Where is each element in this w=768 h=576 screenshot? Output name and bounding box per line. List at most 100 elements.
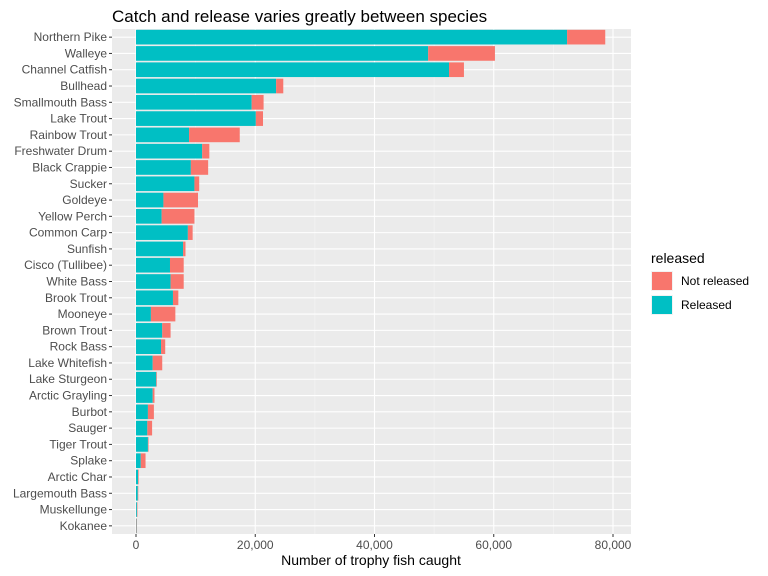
bar-released <box>136 469 139 485</box>
bar-released <box>136 143 203 159</box>
y-tick-label: Arctic Grayling <box>29 389 107 403</box>
y-tick-label: Yellow Perch <box>38 209 107 223</box>
bar-not-released <box>147 437 149 452</box>
y-tick-label: Splake <box>70 454 107 468</box>
bar-not-released <box>150 306 176 322</box>
chart-title: Catch and release varies greatly between… <box>112 7 487 26</box>
bar-released <box>136 241 184 257</box>
bar-released <box>136 29 568 45</box>
x-tick-label: 40,000 <box>356 538 393 552</box>
y-tick-label: Cisco (Tullibee) <box>24 258 107 272</box>
bar-not-released <box>255 111 264 126</box>
bar-released <box>136 160 191 175</box>
bar-released <box>136 306 151 322</box>
bar-not-released <box>276 78 284 94</box>
bar-released <box>136 257 170 273</box>
y-tick-label: White Bass <box>46 275 107 289</box>
bar-released <box>136 388 153 403</box>
bar-released <box>136 453 141 469</box>
bar-not-released <box>251 94 264 110</box>
bar-released <box>136 502 137 517</box>
bar-released <box>136 355 153 371</box>
bar-released <box>136 94 252 110</box>
y-tick-label: Sunfish <box>67 242 107 256</box>
bar-not-released <box>136 502 138 517</box>
bar-released <box>136 404 148 420</box>
legend-label: Not released <box>681 274 749 288</box>
bar-released <box>136 192 164 208</box>
y-tick-label: Brown Trout <box>42 323 107 337</box>
y-tick-label: Muskellunge <box>40 503 108 517</box>
y-tick-label: Walleye <box>65 46 108 60</box>
bar-released <box>136 176 195 192</box>
legend: released Not released Released <box>651 250 749 315</box>
bar-not-released <box>161 339 166 354</box>
y-tick-label: Sucker <box>70 177 107 191</box>
y-tick-label: Kokanee <box>60 519 108 533</box>
bar-released <box>136 290 173 306</box>
bar-not-released <box>137 485 139 501</box>
bar-not-released <box>567 29 606 45</box>
y-tick-label: Arctic Char <box>48 470 107 484</box>
bar-not-released <box>156 371 157 387</box>
bar-released <box>136 209 162 224</box>
y-tick-label: Common Carp <box>29 226 107 240</box>
bar-not-released <box>172 290 179 306</box>
bar-not-released <box>147 420 153 436</box>
y-tick-label: Brook Trout <box>45 291 108 305</box>
x-tick-label: 20,000 <box>237 538 274 552</box>
bar-released <box>136 274 171 289</box>
y-tick-label: Burbot <box>72 405 108 419</box>
y-tick-label: Northern Pike <box>34 30 108 44</box>
bar-released <box>136 111 256 126</box>
bar-released <box>136 225 188 240</box>
bar-not-released <box>152 388 155 403</box>
bar-not-released <box>169 257 184 273</box>
y-tick-label: Lake Whitefish <box>28 356 107 370</box>
bar-released <box>136 518 137 534</box>
x-tick-label: 0 <box>133 538 140 552</box>
bar-released <box>136 339 162 354</box>
y-tick-label: Rainbow Trout <box>30 128 108 142</box>
bar-released <box>136 420 148 436</box>
bar-not-released <box>152 355 163 371</box>
y-tick-label: Channel Catfish <box>22 63 107 77</box>
bar-not-released <box>183 241 186 257</box>
bar-released <box>136 323 163 338</box>
bar-released <box>136 127 190 143</box>
bar-released <box>136 485 138 501</box>
y-tick-label: Mooneye <box>58 307 108 321</box>
bar-not-released <box>187 225 193 240</box>
bar-not-released <box>147 404 154 420</box>
bar-not-released <box>170 274 184 289</box>
x-tick-label: 60,000 <box>475 538 512 552</box>
y-tick-label: Largemouth Bass <box>13 486 107 500</box>
legend-swatch <box>652 296 672 314</box>
legend-label: Released <box>681 298 732 312</box>
y-tick-label: Bullhead <box>60 79 107 93</box>
bar-not-released <box>163 192 199 208</box>
y-tick-label: Lake Trout <box>50 112 107 126</box>
legend-swatch <box>652 272 672 290</box>
bar-not-released <box>140 453 146 469</box>
bar-released <box>136 46 429 61</box>
bar-released <box>136 78 277 94</box>
y-tick-label: Smallmouth Bass <box>14 95 107 109</box>
bar-not-released <box>202 143 210 159</box>
bar-not-released <box>194 176 200 192</box>
bar-layer <box>136 29 606 534</box>
y-axis: Northern Pike Walleye Channel Catfish Bullh… <box>13 30 112 533</box>
y-tick-label: Sauger <box>68 421 107 435</box>
y-tick-label: Goldeye <box>62 193 107 207</box>
y-tick-label: Tiger Trout <box>49 437 107 451</box>
y-tick-label: Black Crappie <box>32 160 107 174</box>
bar-released <box>136 437 148 452</box>
bar-not-released <box>136 518 137 534</box>
y-tick-label: Lake Sturgeon <box>29 372 107 386</box>
bar-not-released <box>138 469 139 485</box>
bar-not-released <box>161 209 195 224</box>
legend-title: released <box>651 250 705 266</box>
x-axis: 0 20,000 40,000 60,000 80,000 <box>133 534 632 552</box>
